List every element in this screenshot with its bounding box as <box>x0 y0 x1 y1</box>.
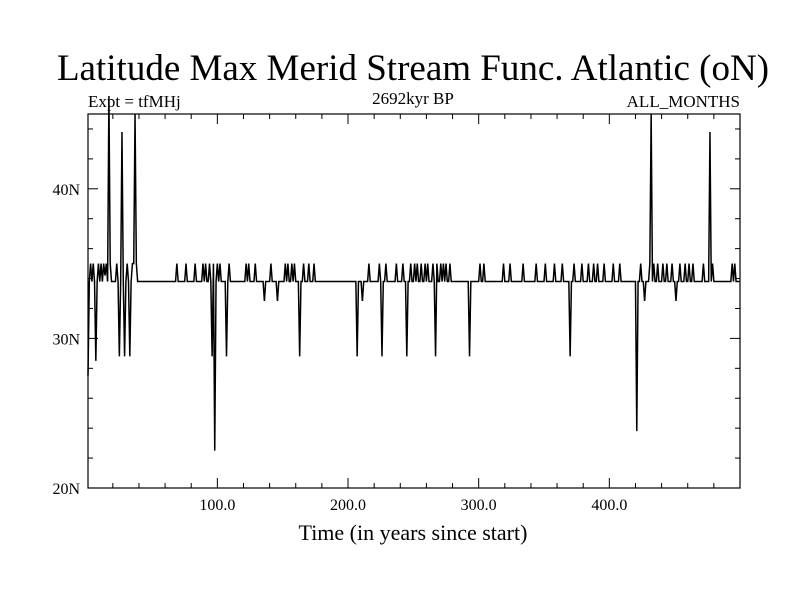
x-tick-label: 100.0 <box>199 497 235 514</box>
series-line <box>87 96 740 451</box>
y-tick-label: 30N <box>52 331 80 348</box>
y-tick-label: 20N <box>52 481 80 498</box>
season-label: ALL_MONTHS <box>627 92 740 111</box>
chart-title: Latitude Max Merid Stream Func. Atlantic… <box>57 48 769 89</box>
y-tick-label: 40N <box>52 182 80 199</box>
period-label: 2692kyr BP <box>372 89 454 108</box>
experiment-label: Expt = tfMHj <box>88 92 181 111</box>
axis-tick-labels: 100.0 200.0 300.0 400.0 20N 30N 40N <box>52 182 627 514</box>
x-tick-label: 200.0 <box>330 497 366 514</box>
x-tick-label: 400.0 <box>591 497 627 514</box>
x-axis-label: Time (in years since start) <box>299 520 528 545</box>
axis-ticks <box>88 114 740 488</box>
x-tick-label: 300.0 <box>461 497 497 514</box>
plot-frame <box>87 113 741 489</box>
